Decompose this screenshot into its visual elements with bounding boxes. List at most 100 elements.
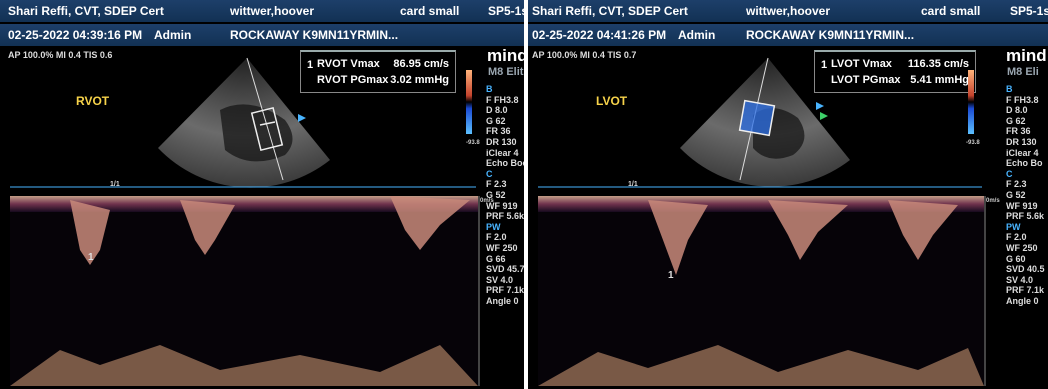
measurement-index: 1: [307, 59, 314, 71]
trace-marker: 1: [88, 252, 94, 263]
c-param: WF 919: [486, 200, 518, 211]
acoustic-output: AP 100.0% MI 0.4 TIS 0.7: [532, 50, 637, 60]
color-scale-bar: [466, 70, 472, 134]
ultrasound-panel-left: Shari Reffi, CVT, SDEP Cert wittwer,hoov…: [0, 0, 524, 386]
spectral-unit: 0m/s: [480, 198, 494, 204]
c-param: G 52: [486, 189, 506, 200]
color-scale-bar: [968, 70, 974, 134]
b-param: G 62: [1006, 115, 1026, 126]
b-mode-header: B: [486, 84, 493, 94]
c-param: WF 919: [1006, 200, 1038, 211]
b-param: F FH3.8: [1006, 94, 1039, 105]
c-param: G 52: [1006, 189, 1026, 200]
pw-param: SVD 45.7: [486, 264, 524, 275]
b-mode-header: B: [1006, 84, 1013, 94]
pw-param: SVD 40.5: [1006, 264, 1045, 275]
vmax-label: RVOT Vmax: [317, 58, 380, 70]
pw-param: F 2.0: [486, 232, 507, 243]
preset-name: card small: [921, 4, 981, 18]
patient-name: wittwer,hoover: [746, 4, 831, 18]
c-param: PRF 5.6k: [486, 211, 524, 222]
probe-name: SP5-1s: [1010, 4, 1048, 18]
operator-name: Shari Reffi, CVT, SDEP Cert: [8, 4, 164, 18]
exam-datetime: 02-25-2022 04:41:26 PM: [532, 28, 667, 42]
color-scale-min: -93.8: [466, 140, 480, 146]
spectral-unit: 0m/s: [986, 198, 1000, 204]
ultrasound-panel-right: Shari Reffi, CVT, SDEP Cert wittwer,hoov…: [528, 0, 1048, 389]
imaging-parameters: B F FH3.8 D 8.0 G 62 FR 36 DR 130 iClear…: [1006, 84, 1045, 306]
measurement-index: 1: [821, 59, 828, 71]
imaging-parameters: B F FH3.8 D 8.0 G 62 FR 36 DR 130 iClear…: [486, 84, 524, 306]
right-image-canvas: [538, 57, 986, 386]
b-param: iClear 4: [486, 147, 519, 158]
pw-mode-header: PW: [1006, 221, 1021, 232]
exam-datetime: 02-25-2022 04:39:16 PM: [8, 28, 143, 42]
brand-logo: mind: [1006, 46, 1047, 65]
c-param: F 2.3: [1006, 179, 1027, 190]
c-param: F 2.3: [486, 179, 507, 190]
pw-param: SV 4.0: [1006, 274, 1034, 285]
focus-marker-icon: [820, 112, 828, 120]
color-mode-header: C: [486, 168, 493, 179]
b-param: D 8.0: [1006, 105, 1028, 116]
b-param: D 8.0: [486, 105, 508, 116]
model-name: M8 Elit: [488, 66, 524, 78]
focus-marker-icon: [816, 102, 824, 110]
b-param: G 62: [486, 115, 506, 126]
c-param: PRF 5.6k: [1006, 211, 1045, 222]
color-box: [739, 100, 775, 136]
pw-param: PRF 7.1k: [1006, 285, 1045, 296]
pw-param: Angle 0: [1006, 295, 1039, 306]
header-bar-top: Shari Reffi, CVT, SDEP Cert wittwer,hoov…: [528, 0, 1048, 22]
preset-name: card small: [400, 4, 460, 18]
scale-tick: 1/1: [628, 181, 638, 188]
measurement-box: 1 LVOT Vmax 116.35 cm/s LVOT PGmax 5.41 …: [814, 50, 976, 93]
model-name: M8 Eli: [1007, 66, 1039, 78]
header-bar-top: Shari Reffi, CVT, SDEP Cert wittwer,hoov…: [0, 0, 524, 22]
color-mode-header: C: [1006, 168, 1013, 179]
panel-divider: [524, 0, 528, 389]
brand-logo: mindr: [487, 46, 524, 65]
b-param: Echo Bo: [1006, 158, 1043, 169]
pw-param: G 60: [1006, 253, 1026, 264]
view-label: LVOT: [596, 94, 628, 108]
operator-name: Shari Reffi, CVT, SDEP Cert: [532, 4, 688, 18]
trace-marker: 1: [668, 270, 674, 281]
pgmax-value: 5.41 mmHg: [910, 74, 969, 86]
pgmax-label: RVOT PGmax: [317, 74, 389, 86]
pw-param: F 2.0: [1006, 232, 1027, 243]
pw-param: G 66: [486, 253, 506, 264]
pw-param: WF 250: [486, 242, 518, 253]
pw-param: WF 250: [1006, 242, 1038, 253]
header-bar-bottom: 02-25-2022 04:41:26 PM Admin ROCKAWAY K9…: [528, 24, 1048, 46]
pgmax-value: 3.02 mmHg: [390, 74, 449, 86]
pw-param: Angle 0: [486, 295, 519, 306]
header-bar-bottom: 02-25-2022 04:39:16 PM Admin ROCKAWAY K9…: [0, 24, 524, 46]
b-param: DR 130: [486, 136, 517, 147]
pw-param: PRF 7.1k: [486, 285, 524, 296]
patient-name: wittwer,hoover: [230, 4, 315, 18]
view-label: RVOT: [76, 94, 110, 108]
user-name: Admin: [154, 28, 192, 42]
acoustic-output: AP 100.0% MI 0.4 TIS 0.6: [8, 50, 113, 60]
b-param: FR 36: [486, 126, 511, 137]
vmax-value: 86.95 cm/s: [393, 58, 449, 70]
pgmax-label: LVOT PGmax: [831, 74, 901, 86]
color-scale-min: -93.8: [966, 140, 980, 146]
sample-volume-box: [250, 106, 284, 152]
vmax-label: LVOT Vmax: [831, 58, 892, 70]
user-name: Admin: [678, 28, 716, 42]
b-param: FR 36: [1006, 126, 1031, 137]
b-param: Echo Boo: [486, 158, 524, 169]
sample-volume-box: [738, 99, 776, 137]
scale-tick: 1/1: [110, 181, 120, 188]
b-param: iClear 4: [1006, 147, 1039, 158]
institution-name: ROCKAWAY K9MN11YRMIN...: [746, 28, 915, 42]
measurement-box: 1 RVOT Vmax 86.95 cm/s RVOT PGmax 3.02 m…: [300, 50, 456, 93]
cursor-line: [246, 57, 284, 181]
focus-marker-icon: [298, 114, 306, 122]
b-param: F FH3.8: [486, 94, 519, 105]
pw-param: SV 4.0: [486, 274, 514, 285]
probe-name: SP5-1s: [488, 4, 524, 18]
vmax-value: 116.35 cm/s: [907, 58, 969, 70]
